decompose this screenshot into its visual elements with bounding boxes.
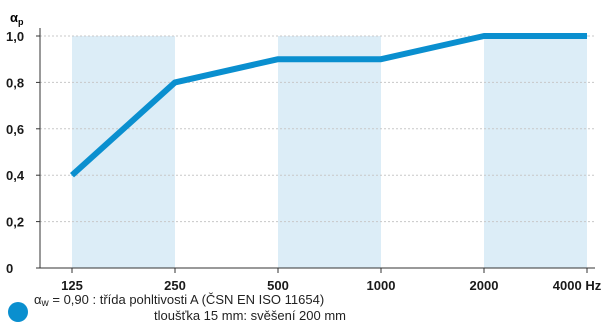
x-tick-label-3: 1000 <box>367 278 396 292</box>
absorption-line <box>69 33 587 178</box>
x-tick-labels: 125 250 500 1000 2000 4000 Hz <box>61 278 602 292</box>
shaded-band-500 <box>278 36 381 268</box>
legend-alpha: α <box>34 292 42 307</box>
axes <box>36 28 595 273</box>
shaded-band-2000 <box>484 36 587 268</box>
y-tick-label-1: 0,2 <box>6 215 24 230</box>
y-axis-label-sub: p <box>18 17 24 27</box>
legend-line-2: tloušťka 15 mm: svěšení 200 mm <box>154 308 347 323</box>
data-series <box>69 33 588 178</box>
x-tick-label-0: 125 <box>61 278 83 292</box>
y-tick-labels: 0 0,2 0,4 0,6 0,8 1,0 <box>6 29 25 276</box>
grid-lines <box>40 35 595 223</box>
legend-line-1: αw = 0,90 : třída pohltivosti A (ČSN EN … <box>34 292 324 309</box>
legend-alpha-sub: w <box>41 298 49 309</box>
y-tick-label-2: 0,4 <box>6 168 25 183</box>
x-tick-label-5: 4000 Hz <box>553 278 602 292</box>
data-point-1 <box>174 81 176 83</box>
y-tick-label-5: 1,0 <box>6 29 24 44</box>
y-tick-label-4: 0,8 <box>6 75 24 90</box>
shaded-band-125 <box>72 36 175 268</box>
y-axis-label-alpha: α <box>10 10 18 25</box>
x-tick-label-1: 250 <box>164 278 186 292</box>
shaded-bands <box>72 36 587 268</box>
y-axis-label: αp <box>10 10 24 27</box>
x-tick-label-2: 500 <box>267 278 289 292</box>
x-tick-label-4: 2000 <box>470 278 499 292</box>
data-point-4 <box>483 35 485 37</box>
legend: αw = 0,90 : třída pohltivosti A (ČSN EN … <box>8 292 608 326</box>
legend-rating-text: = 0,90 : třída pohltivosti A (ČSN EN ISO… <box>48 292 325 307</box>
data-point-3 <box>380 58 382 60</box>
legend-dot-icon <box>8 302 28 322</box>
y-tick-label-3: 0,6 <box>6 122 24 137</box>
data-point-5 <box>586 35 588 37</box>
data-point-0 <box>71 174 73 176</box>
data-point-2 <box>277 58 279 60</box>
absorption-chart: 0 0,2 0,4 0,6 0,8 1,0 125 250 500 1000 2000 4000 H… <box>6 10 602 292</box>
y-tick-label-0: 0 <box>6 261 13 276</box>
